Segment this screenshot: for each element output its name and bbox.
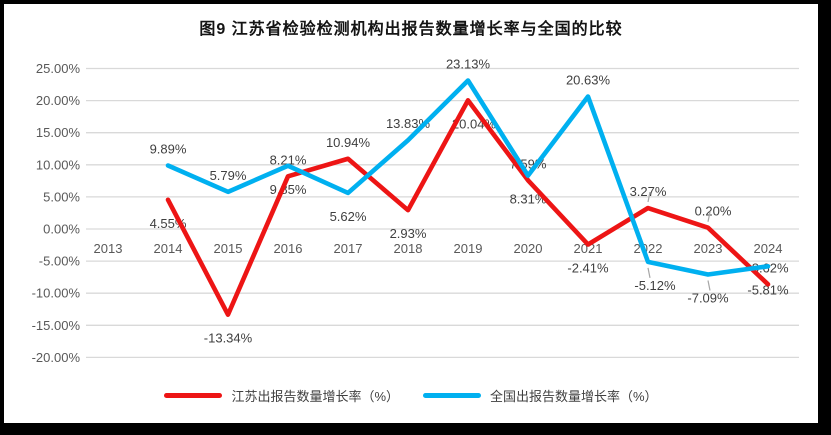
label-leader-line bbox=[707, 211, 711, 222]
x-axis-label: 2024 bbox=[754, 241, 783, 256]
data-label-series0-2016: 8.21% bbox=[270, 152, 307, 167]
data-label-series0-2018: 2.93% bbox=[390, 226, 427, 241]
x-axis-label: 2019 bbox=[454, 241, 483, 256]
data-label-series1-2021: 20.63% bbox=[566, 73, 611, 88]
label-leader-line bbox=[647, 191, 651, 203]
y-axis-tick-label: 25.00% bbox=[36, 61, 81, 76]
data-label-series0-2022: 3.27% bbox=[630, 184, 667, 199]
y-axis-tick-label: 0.00% bbox=[43, 222, 80, 237]
label-leader-line bbox=[707, 280, 711, 291]
data-label-series1-2024: -5.81% bbox=[747, 282, 789, 297]
x-axis-label: 2020 bbox=[514, 241, 543, 256]
y-axis-tick-label: -15.00% bbox=[32, 318, 81, 333]
data-label-series0-2023: 0.20% bbox=[695, 204, 732, 219]
data-label-series1-2015: 5.79% bbox=[210, 168, 247, 183]
data-label-series1-2023: -7.09% bbox=[687, 291, 729, 306]
chart-title: 图9 江苏省检验检测机构出报告数量增长率与全国的比较 bbox=[199, 21, 623, 38]
data-label-series1-2022: -5.12% bbox=[634, 278, 676, 293]
x-axis-label: 2022 bbox=[634, 241, 663, 256]
legend-item-national: 全国出报告数量增长率（%） bbox=[423, 386, 658, 405]
data-label-series0-2021: -2.41% bbox=[567, 260, 609, 275]
x-axis-label: 2017 bbox=[334, 241, 363, 256]
y-axis-tick-label: 20.00% bbox=[36, 93, 81, 108]
data-label-series0-2017: 10.94% bbox=[326, 135, 371, 150]
legend-label-jiangsu: 江苏出报告数量增长率（%） bbox=[231, 389, 399, 404]
data-label-series1-2016: 9.85% bbox=[270, 182, 307, 197]
data-label-series1-2014: 9.89% bbox=[150, 142, 187, 157]
y-axis-tick-label: 10.00% bbox=[36, 157, 81, 172]
y-axis-tick-label: -10.00% bbox=[32, 286, 81, 301]
legend-item-jiangsu: 江苏出报告数量增长率（%） bbox=[164, 386, 399, 405]
x-axis-label: 2013 bbox=[94, 241, 123, 256]
data-label-series1-2020: 8.31% bbox=[510, 192, 547, 207]
x-axis-label: 2015 bbox=[214, 241, 243, 256]
label-leader-line bbox=[647, 267, 651, 278]
data-label-series0-2015: -13.34% bbox=[204, 331, 253, 346]
national-series-swatch-icon bbox=[423, 393, 481, 398]
data-label-series1-2019: 23.13% bbox=[446, 57, 491, 72]
jiangsu-series-swatch-icon bbox=[164, 393, 223, 398]
x-axis-label: 2018 bbox=[394, 241, 423, 256]
series-line-national bbox=[165, 78, 771, 277]
x-axis-label: 2014 bbox=[154, 241, 183, 256]
x-axis-label: 2016 bbox=[274, 241, 303, 256]
y-axis-tick-label: -5.00% bbox=[39, 254, 81, 269]
x-axis-label: 2023 bbox=[694, 241, 723, 256]
legend-label-national: 全国出报告数量增长率（%） bbox=[490, 389, 658, 404]
y-axis-tick-label: 5.00% bbox=[43, 189, 80, 204]
x-axis-label: 2021 bbox=[574, 241, 603, 256]
y-axis-tick-label: 15.00% bbox=[36, 125, 81, 140]
legend: 江苏出报告数量增长率（%） 全国出报告数量增长率（%） bbox=[4, 386, 818, 405]
y-axis-tick-label: -20.00% bbox=[32, 350, 81, 365]
data-label-series1-2017: 5.62% bbox=[330, 209, 367, 224]
series-line-jiangsu bbox=[165, 98, 771, 317]
line-chart-plot-area: 25.00% 20.00% 15.00% 10.00% 5.00% 0.00% -5.00%… bbox=[32, 57, 799, 365]
